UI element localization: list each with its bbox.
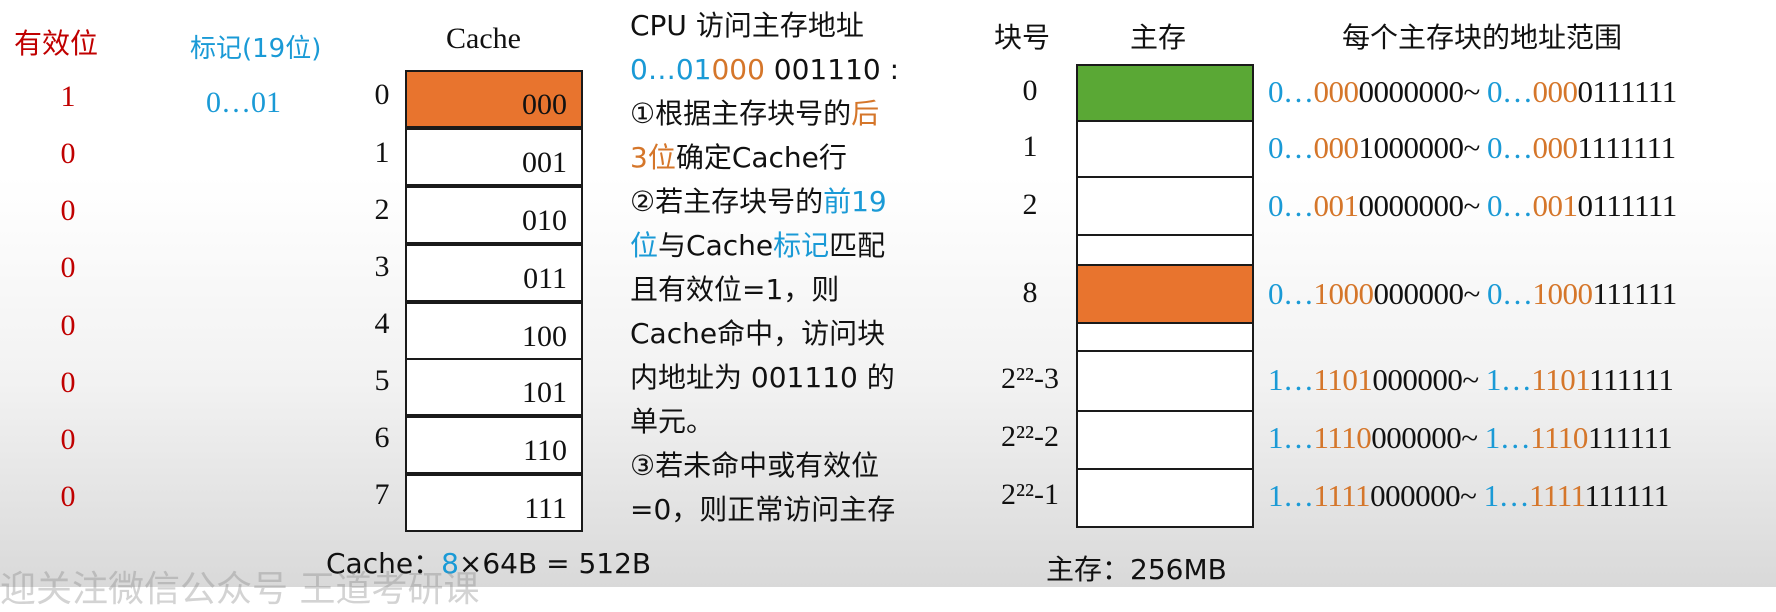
memory-block-2	[1076, 176, 1254, 236]
block-number: 8	[1022, 276, 1038, 309]
explanation-text: CPU 访问主存地址 0…01000 001110 : ①根据主存块号的后 3位…	[630, 4, 960, 532]
cache-line-index: 0	[374, 78, 390, 111]
block-number-header: 块号	[994, 21, 1051, 54]
cache-line-tag: 101	[522, 376, 567, 409]
cache-line-5: 101	[405, 358, 583, 416]
address-range: 1…1111000000~ 1…1111111111	[1268, 478, 1669, 513]
cache-line-index: 5	[374, 364, 390, 397]
block-number: 2	[1022, 188, 1038, 221]
memory-block-ellipsis	[1076, 322, 1254, 352]
cache-line-4: 100	[405, 302, 583, 360]
cache-line-6: 110	[405, 416, 583, 474]
memory-size-footer: 主存：256MB	[1046, 553, 1227, 586]
explanation-step-2: ②若主存块号的前19	[630, 185, 887, 218]
cache-size-footer: Cache：8×64B = 512B	[326, 547, 652, 580]
valid-bit-header: 有效位	[14, 27, 99, 60]
block-number: 2²²-1	[1001, 478, 1059, 511]
cache-line-index: 1	[374, 136, 390, 169]
address-range: 1…1110000000~ 1…1110111111	[1268, 420, 1673, 455]
cache-line-tag: 001	[522, 146, 567, 179]
cache-line-2: 010	[405, 186, 583, 244]
tag-value: 0…01	[206, 86, 281, 119]
explanation-address: 0…01000 001110 :	[630, 53, 900, 86]
valid-bit: 0	[60, 194, 76, 227]
address-range-header: 每个主存块的地址范围	[1342, 21, 1623, 54]
cache-line-tag: 000	[522, 88, 567, 121]
cache-line-0: 000	[405, 70, 583, 128]
memory-block-8	[1076, 264, 1254, 324]
valid-bit: 0	[60, 309, 76, 342]
block-number: 2²²-3	[1001, 362, 1059, 395]
cache-line-1: 001	[405, 128, 583, 186]
block-number: 2²²-2	[1001, 420, 1059, 453]
valid-bit: 1	[60, 80, 76, 113]
valid-bit: 0	[60, 251, 76, 284]
address-range: 0…0001000000~ 0…0001111111	[1268, 130, 1676, 165]
address-range: 0…1000000000~ 0…1000111111	[1268, 276, 1677, 311]
cache-line-tag: 011	[523, 262, 567, 295]
valid-bit: 0	[60, 366, 76, 399]
memory-block-0	[1076, 64, 1254, 122]
explanation-step-1: ①根据主存块号的后	[630, 97, 880, 130]
address-range: 1…1101000000~ 1…1101111111	[1268, 362, 1674, 397]
address-range: 0…0000000000~ 0…0000111111	[1268, 74, 1677, 109]
cache-line-index: 4	[374, 307, 390, 340]
tag-header: 标记(19位)	[190, 34, 322, 64]
cache-line-tag: 111	[524, 492, 567, 525]
address-range: 0…0010000000~ 0…0010111111	[1268, 188, 1677, 223]
cache-line-tag: 010	[522, 204, 567, 237]
watermark: 迎关注微信公众号 王道考研课	[0, 569, 480, 610]
explanation-step-3: ③若未命中或有效位	[630, 449, 880, 482]
cache-line-index: 7	[374, 478, 390, 511]
cache-line-index: 6	[374, 421, 390, 454]
cache-header: Cache	[446, 22, 521, 55]
memory-block-last-3	[1076, 350, 1254, 412]
cache-line-tag: 110	[523, 434, 567, 467]
memory-block-1	[1076, 120, 1254, 178]
block-number: 1	[1022, 130, 1038, 163]
valid-bit: 0	[60, 480, 76, 513]
cache-line-index: 3	[374, 250, 390, 283]
memory-block-last-1	[1076, 468, 1254, 528]
cache-line-index: 2	[374, 193, 390, 226]
valid-bit: 0	[60, 423, 76, 456]
cache-line-7: 111	[405, 474, 583, 532]
memory-block-ellipsis	[1076, 234, 1254, 266]
block-number: 0	[1022, 74, 1038, 107]
memory-block-last-2	[1076, 410, 1254, 470]
explanation-title: CPU 访问主存地址	[630, 9, 864, 42]
cache-line-tag: 100	[522, 320, 567, 353]
memory-header: 主存	[1130, 21, 1187, 54]
valid-bit: 0	[60, 137, 76, 170]
cache-line-3: 011	[405, 244, 583, 302]
